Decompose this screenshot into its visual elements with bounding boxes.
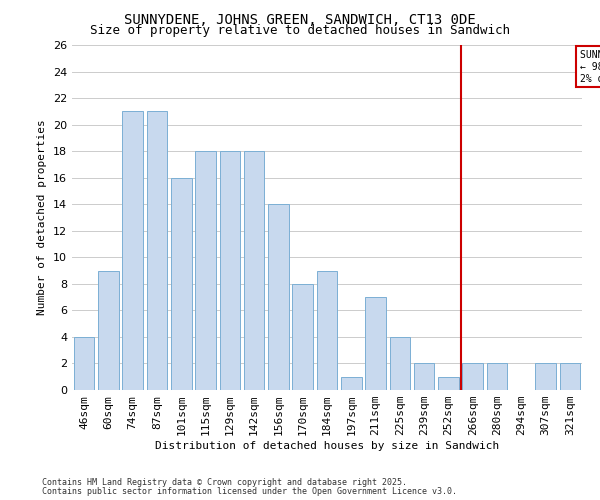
Bar — [438, 376, 459, 390]
Bar — [341, 376, 362, 390]
Bar — [98, 270, 119, 390]
Text: Contains HM Land Registry data © Crown copyright and database right 2025.: Contains HM Land Registry data © Crown c… — [42, 478, 407, 487]
X-axis label: Distribution of detached houses by size in Sandwich: Distribution of detached houses by size … — [155, 441, 499, 451]
Bar — [365, 297, 386, 390]
Bar — [171, 178, 191, 390]
Bar — [535, 364, 556, 390]
Bar — [268, 204, 289, 390]
Y-axis label: Number of detached properties: Number of detached properties — [37, 120, 47, 316]
Text: Contains public sector information licensed under the Open Government Licence v3: Contains public sector information licen… — [42, 486, 457, 496]
Bar — [74, 337, 94, 390]
Text: Size of property relative to detached houses in Sandwich: Size of property relative to detached ho… — [90, 24, 510, 37]
Bar — [292, 284, 313, 390]
Bar — [244, 151, 265, 390]
Bar — [317, 270, 337, 390]
Text: SUNNYDENE JOHNS GREEN: 261sqm
← 98% of detached houses are smaller (170)
2% of s: SUNNYDENE JOHNS GREEN: 261sqm ← 98% of d… — [580, 50, 600, 84]
Bar — [220, 151, 240, 390]
Bar — [146, 112, 167, 390]
Bar — [463, 364, 483, 390]
Bar — [487, 364, 508, 390]
Bar — [414, 364, 434, 390]
Bar — [560, 364, 580, 390]
Bar — [389, 337, 410, 390]
Bar — [195, 151, 216, 390]
Text: SUNNYDENE, JOHNS GREEN, SANDWICH, CT13 0DE: SUNNYDENE, JOHNS GREEN, SANDWICH, CT13 0… — [124, 12, 476, 26]
Bar — [122, 112, 143, 390]
